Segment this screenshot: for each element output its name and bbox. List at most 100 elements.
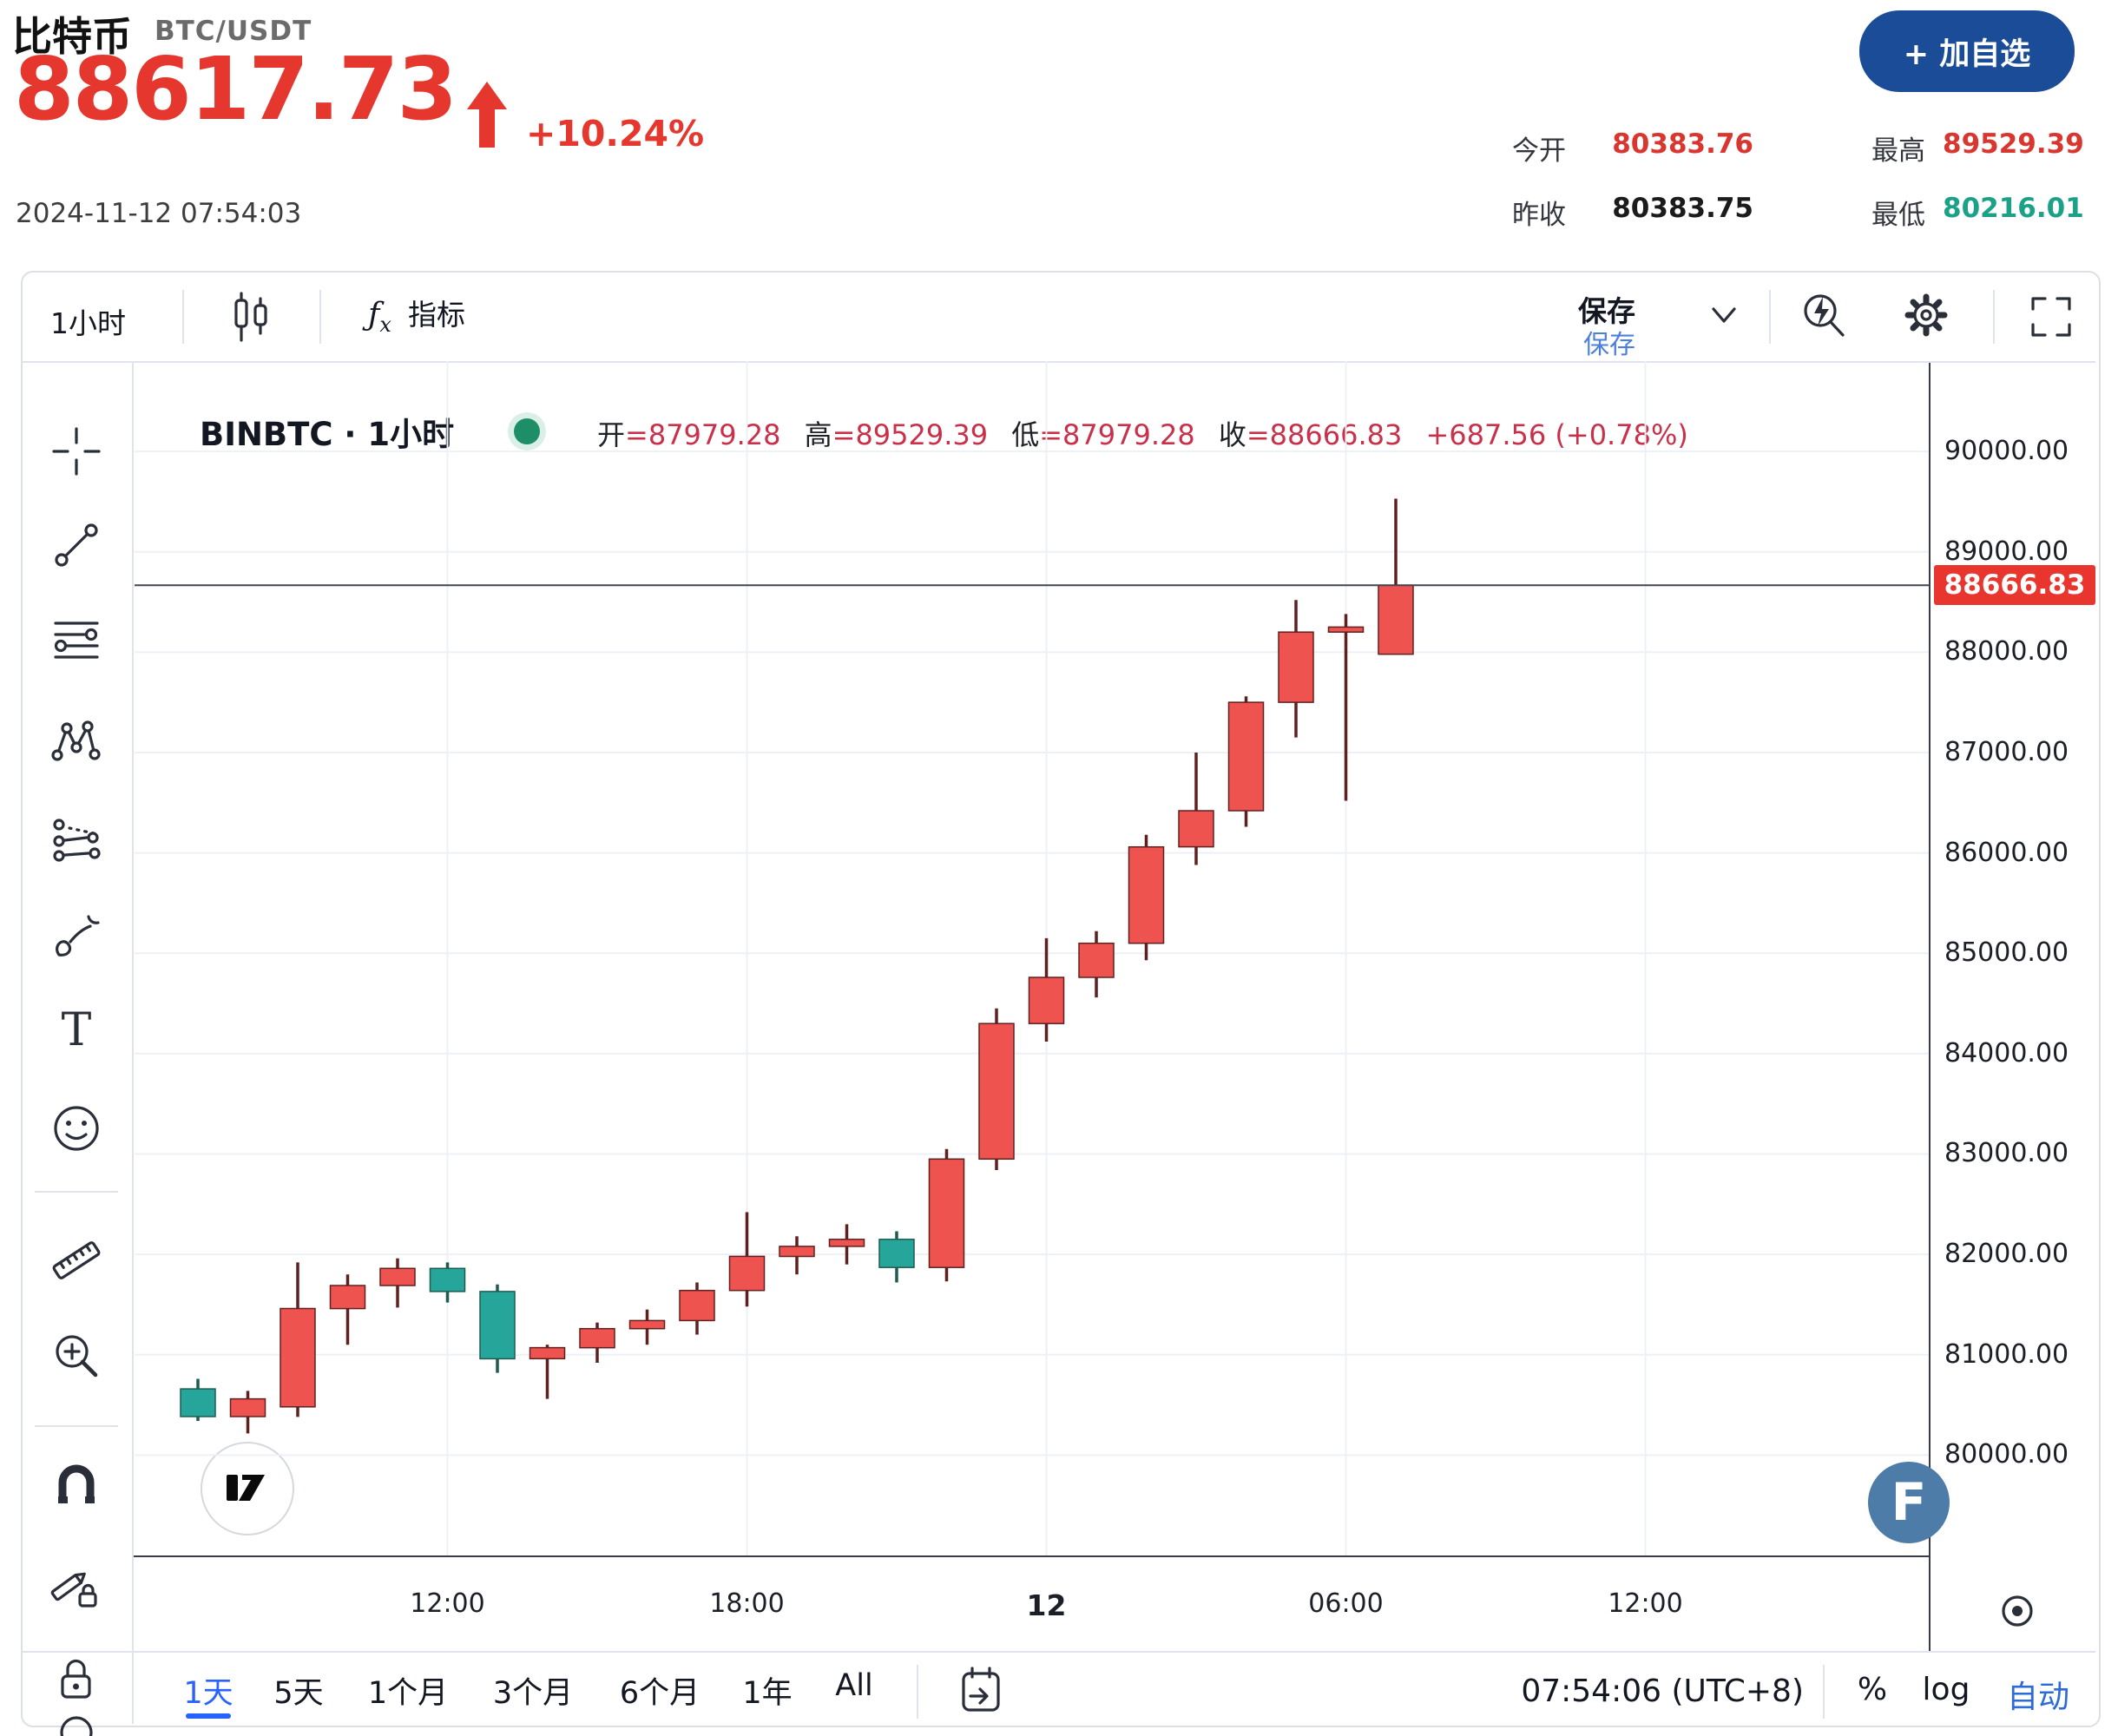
svg-text:T: T [62, 1005, 92, 1056]
legend-title[interactable]: BINBTC · 1小时 [200, 416, 455, 453]
active-range-underline [186, 1713, 231, 1719]
toolbar-separator [182, 290, 184, 344]
bottom-separator [1823, 1665, 1825, 1719]
crosshair-tool[interactable] [50, 425, 102, 481]
add-watchlist-button[interactable]: + 加自选 [1859, 10, 2075, 92]
toolbar-separator [1993, 290, 1995, 344]
range-5d[interactable]: 5天 [273, 1676, 324, 1711]
zoom-in-icon [56, 1335, 98, 1378]
range-1m[interactable]: 1个月 [367, 1676, 449, 1711]
fib-lines-tool[interactable] [50, 616, 102, 672]
measure-ruler-tool[interactable] [49, 1233, 104, 1292]
settings-button[interactable] [1899, 288, 1953, 345]
f-watermark: F [1868, 1462, 1950, 1543]
ruler-icon [52, 1241, 101, 1279]
range-1y[interactable]: 1年 [742, 1676, 793, 1711]
quick-search-icon [1804, 294, 1845, 337]
price-tick-label: 82000.00 [1944, 1239, 2069, 1270]
range-1d[interactable]: 1天 [183, 1676, 234, 1711]
time-tick-label: 12:00 [1608, 1588, 1683, 1619]
session-clock[interactable]: 07:54:06 (UTC+8) [1521, 1674, 1804, 1709]
time-axis[interactable]: 12:00 18:00 12 06:00 12:00 [135, 1576, 1929, 1637]
legend-close-value: =88666.83 [1246, 418, 1403, 451]
stat-prev-close-label: 昨收 [1512, 200, 1566, 231]
log-scale-toggle[interactable]: log [1922, 1672, 1970, 1707]
brush-icon [56, 915, 100, 957]
quick-search-button[interactable] [1799, 290, 1851, 345]
last-price: 88617.73 [14, 38, 457, 140]
price-tick-label: 85000.00 [1944, 937, 2069, 969]
time-tick-label: 18:00 [709, 1588, 785, 1619]
trendline-icon [55, 523, 98, 567]
save-menu-button[interactable] [1707, 302, 1741, 333]
price-axis-line [1929, 363, 1931, 1651]
legend-ohlc: 开=87979.28 高=89529.39 低=87979.28 收=88666… [597, 413, 1688, 453]
price-tick-label: 80000.00 [1944, 1439, 2069, 1470]
price-tick-label: 89000.00 [1944, 536, 2069, 567]
goto-date-button[interactable] [955, 1665, 1007, 1720]
pattern-xabcd-tool[interactable] [50, 715, 102, 771]
indicators-label: 指标 [407, 298, 465, 332]
legend-close-label: 收 [1218, 418, 1246, 451]
fullscreen-button[interactable] [2026, 292, 2076, 345]
time-tick-label: 12:00 [410, 1588, 485, 1619]
quote-timestamp: 2024-11-12 07:54:03 [16, 198, 302, 229]
partial-bottom-tool[interactable] [50, 1706, 102, 1736]
range-all[interactable]: All [835, 1668, 873, 1703]
indicators-button[interactable]: ƒx 指标 [368, 292, 465, 337]
tradingview-logo [227, 1475, 265, 1501]
price-tick-label: 86000.00 [1944, 837, 2069, 868]
emoji-tool[interactable] [49, 1101, 104, 1160]
pencil-lock-icon [50, 1572, 97, 1608]
trendline-tool[interactable] [50, 519, 102, 575]
gear-icon [1904, 293, 1948, 337]
interval-button[interactable]: 1小时 [50, 306, 126, 340]
save-button[interactable]: 保存 [1578, 294, 1635, 328]
toolbar-separator [319, 290, 321, 344]
rail-separator [35, 1191, 118, 1193]
symbol-name-cn: 比特币 [12, 13, 132, 60]
stat-today-open-label: 今开 [1512, 135, 1566, 167]
legend-open-value: =87979.28 [625, 418, 781, 451]
crosshair-icon [52, 427, 101, 476]
text-tool[interactable]: T [50, 1004, 102, 1061]
candlestick-style-icon [234, 292, 267, 342]
tradingview-watermark [201, 1442, 294, 1535]
stat-low-value: 80216.01 [1943, 193, 2084, 224]
price-tick-label: 90000.00 [1944, 436, 2069, 467]
stat-prev-close-value: 80383.75 [1612, 193, 1753, 224]
stat-high-label: 最高 [1871, 135, 1925, 167]
legend-low-value: =87979.28 [1039, 418, 1195, 451]
text-tool-icon: T [62, 1004, 92, 1056]
up-arrow-icon [467, 82, 507, 148]
legend-high-value: =89529.39 [832, 418, 989, 451]
percent-scale-toggle[interactable]: % [1857, 1672, 1888, 1707]
candlestick-chart[interactable] [135, 361, 1929, 1555]
partial-circle-icon [60, 1716, 93, 1736]
brush-tool[interactable] [50, 910, 102, 965]
last-price-axis-tag: 88666.83 [1934, 565, 2095, 606]
time-axis-line [134, 1555, 1929, 1557]
axis-settings-button[interactable] [1996, 1590, 2038, 1635]
series-status-dot[interactable] [514, 418, 540, 444]
forecast-tool[interactable] [50, 814, 102, 870]
zoom-in-tool[interactable] [50, 1330, 102, 1385]
magnet-tool[interactable] [50, 1462, 102, 1517]
chart-style-button[interactable] [224, 290, 276, 349]
fx-icon: ƒx [368, 297, 391, 338]
symbol-pair: BTC/USDT [155, 16, 312, 47]
pattern-xabcd-icon [51, 720, 101, 761]
price-axis[interactable]: 90000.00 89000.00 88000.00 87000.00 86000.00… [1931, 361, 2118, 1555]
legend-low-label: 低 [1011, 418, 1040, 451]
range-6m[interactable]: 6个月 [619, 1676, 701, 1711]
auto-scale-toggle[interactable]: 自动 [2006, 1680, 2069, 1715]
stat-low-label: 最低 [1871, 200, 1925, 231]
drawing-lock-tool[interactable] [47, 1559, 104, 1618]
lock-all-tool[interactable] [50, 1653, 102, 1708]
rail-separator [35, 1425, 118, 1427]
save-ghost-label: 保存 [1583, 330, 1635, 360]
left-rail-divider [132, 363, 134, 1724]
range-3m[interactable]: 3个月 [492, 1676, 574, 1711]
fib-lines-icon [54, 621, 99, 659]
